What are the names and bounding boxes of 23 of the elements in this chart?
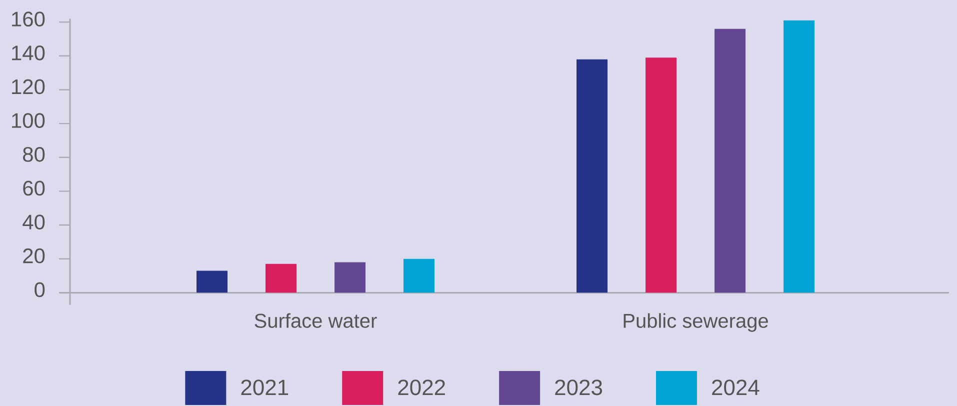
bar (576, 59, 608, 293)
legend-label: 2021 (241, 380, 288, 396)
legend-label: 2024 (712, 380, 760, 396)
y-tick-label: 0 (34, 282, 45, 298)
y-tick-label: 120 (12, 79, 45, 94)
y-tick-label: 60 (23, 180, 45, 196)
bar (646, 58, 677, 293)
y-tick-label: 40 (22, 214, 45, 230)
bar (714, 28, 746, 293)
y-tick-label: 160 (12, 12, 45, 27)
y-tick-label: 140 (12, 45, 45, 60)
bar (196, 270, 228, 293)
bar (266, 264, 297, 293)
legend-label: 2022 (398, 380, 445, 396)
y-tick-label: 80 (23, 146, 45, 162)
bar (334, 262, 366, 293)
x-tick-label: Surface water (254, 313, 377, 328)
x-tick-label: Public sewerage (624, 313, 768, 332)
legend-label: 2023 (555, 380, 602, 396)
y-tick-label: 100 (12, 113, 45, 128)
bar (784, 20, 815, 293)
y-tick-label: 20 (23, 248, 45, 264)
bar (404, 258, 435, 293)
